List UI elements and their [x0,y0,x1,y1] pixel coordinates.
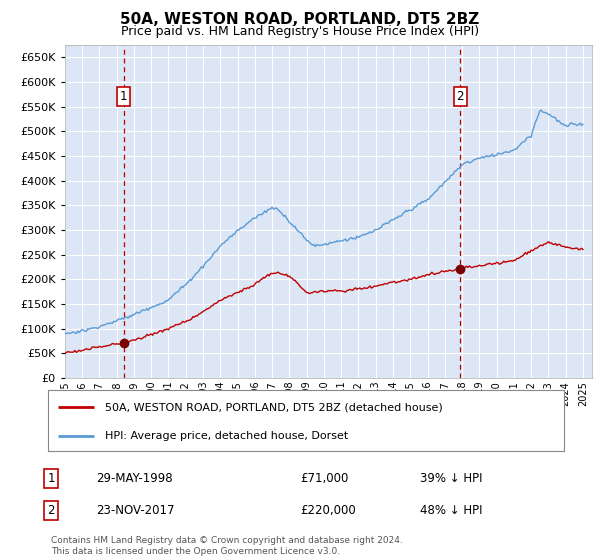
Text: Price paid vs. HM Land Registry's House Price Index (HPI): Price paid vs. HM Land Registry's House … [121,25,479,38]
Text: 2: 2 [47,504,55,517]
Text: 29-MAY-1998: 29-MAY-1998 [96,472,173,486]
Text: 2: 2 [457,90,464,103]
Text: 23-NOV-2017: 23-NOV-2017 [96,504,175,517]
Text: 39% ↓ HPI: 39% ↓ HPI [420,472,482,486]
Text: 50A, WESTON ROAD, PORTLAND, DT5 2BZ: 50A, WESTON ROAD, PORTLAND, DT5 2BZ [121,12,479,27]
Text: HPI: Average price, detached house, Dorset: HPI: Average price, detached house, Dors… [105,431,348,441]
Text: 48% ↓ HPI: 48% ↓ HPI [420,504,482,517]
Text: 1: 1 [120,90,127,103]
Text: Contains HM Land Registry data © Crown copyright and database right 2024.
This d: Contains HM Land Registry data © Crown c… [51,536,403,556]
Text: 1: 1 [47,472,55,486]
Text: £71,000: £71,000 [300,472,349,486]
Text: 50A, WESTON ROAD, PORTLAND, DT5 2BZ (detached house): 50A, WESTON ROAD, PORTLAND, DT5 2BZ (det… [105,402,443,412]
Text: £220,000: £220,000 [300,504,356,517]
